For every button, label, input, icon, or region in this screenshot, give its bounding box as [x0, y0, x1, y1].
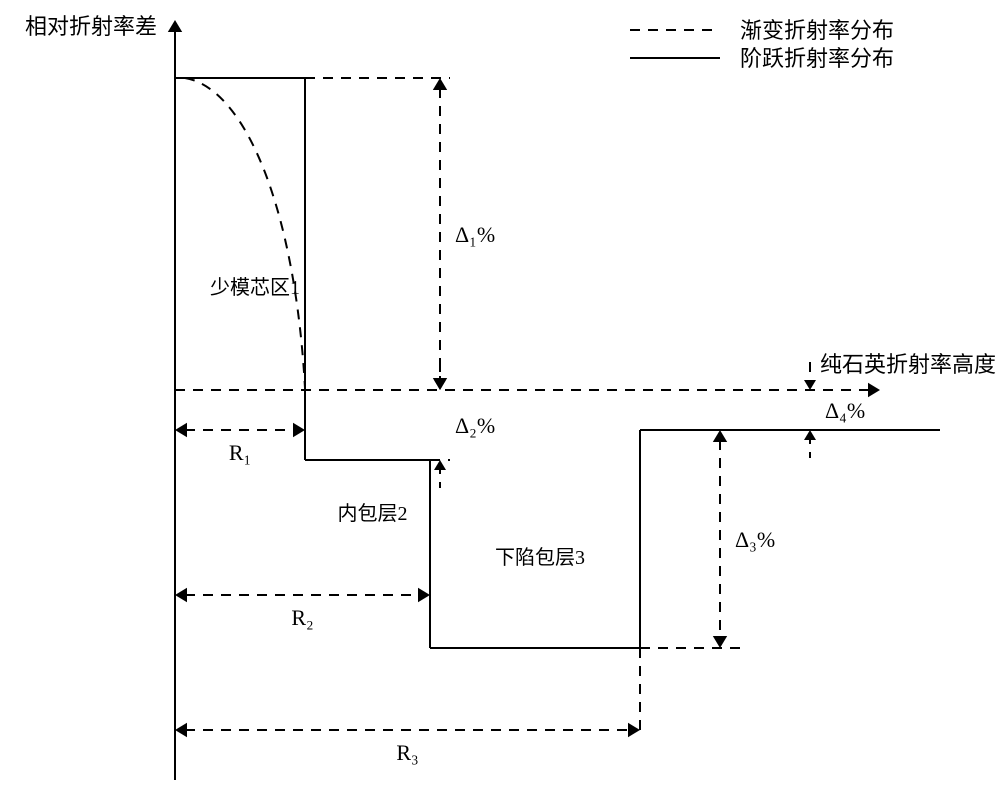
x-axis-label: 纯石英折射率高度: [820, 352, 996, 377]
region-label-trench: 下陷包层3: [495, 546, 585, 569]
dim-label: R₃: [396, 740, 418, 765]
refractive-index-diagram: 相对折射率差纯石英折射率高度 Δ₁% Δ₂% Δ₃% Δ₄% R₁ R₂ R₃ 少模芯区1 内包层…: [0, 0, 1000, 793]
background: [0, 0, 1000, 793]
dim-label: R₁: [229, 440, 251, 465]
diagram-canvas: 相对折射率差纯石英折射率高度 Δ₁% Δ₂% Δ₃% Δ₄% R₁ R₂ R₃ 少模芯区1 内包层…: [0, 0, 1000, 793]
dim-label: Δ₄%: [825, 398, 865, 423]
dim-label: R₂: [291, 605, 313, 630]
legend-solid-label: 阶跃折射率分布: [740, 46, 894, 71]
region-label-inner-clad: 内包层2: [338, 502, 408, 525]
y-axis-label: 相对折射率差: [25, 14, 157, 39]
legend-dashed-label: 渐变折射率分布: [740, 18, 894, 43]
dim-label: Δ₁%: [455, 222, 495, 247]
dim-label: Δ₃%: [735, 527, 775, 552]
region-label-core: 少模芯区1: [210, 276, 300, 299]
dim-label: Δ₂%: [455, 413, 495, 438]
